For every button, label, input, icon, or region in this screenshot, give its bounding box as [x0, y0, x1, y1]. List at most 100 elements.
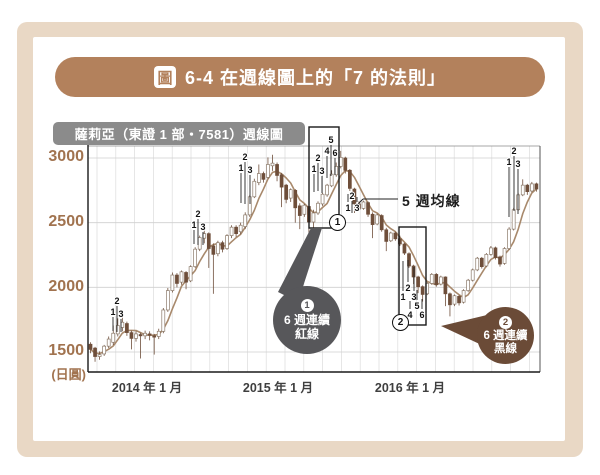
candle-down — [293, 189, 298, 209]
count-2014-end-digit: 1 — [238, 163, 243, 173]
candle-up — [461, 290, 466, 303]
candle-down — [284, 184, 288, 200]
count-2016-end-digit: 2 — [511, 146, 516, 156]
candle-up — [197, 237, 202, 250]
candle-down — [93, 347, 97, 357]
candle-down — [348, 169, 352, 189]
count-box2-digit: 2 — [405, 283, 410, 293]
callout2-tail — [441, 315, 487, 347]
candle-down — [234, 226, 238, 235]
count-2015-down-digit: 1 — [345, 203, 350, 213]
callout-red-streak: 1 6 週連續 紅線 — [273, 286, 341, 354]
candle-up — [338, 157, 343, 167]
candle-down — [184, 272, 188, 283]
candle-down — [416, 276, 420, 288]
chart-title-badge: 薩莉亞（東證 1 部・7581）週線圖 — [53, 122, 305, 145]
candle-up — [520, 184, 525, 196]
candle-up — [102, 345, 107, 355]
count-box1-digit: 3 — [319, 166, 324, 176]
candle-up — [466, 279, 470, 291]
candle-up — [475, 257, 480, 271]
candle-down — [493, 247, 498, 258]
candle-up — [511, 209, 516, 230]
candle-down — [88, 343, 93, 350]
candle-up — [529, 183, 534, 192]
callout1-tail — [278, 228, 322, 302]
count-box1-digit: 5 — [328, 135, 333, 145]
figure-icon: 圖 — [153, 66, 176, 88]
count-2014-end-digit: 2 — [242, 152, 247, 162]
callout1-line2: 紅線 — [294, 327, 319, 341]
callout2-number: 2 — [499, 315, 512, 329]
candle-up — [134, 333, 138, 339]
count-box1-digit: 6 — [332, 148, 337, 158]
candle-up — [502, 248, 507, 264]
candle-down — [402, 243, 407, 254]
candle-up — [161, 309, 166, 332]
count-box2-digit: 3 — [411, 292, 416, 302]
candle-down — [275, 164, 279, 176]
annotation-box-1 — [308, 126, 340, 229]
candle-down — [352, 188, 357, 205]
count-box2-digit: 5 — [414, 301, 419, 311]
candle-up — [452, 295, 457, 305]
candle-up — [166, 290, 170, 311]
count-2014-mid-digit: 2 — [195, 209, 200, 219]
candle-up — [97, 354, 102, 357]
candle-up — [489, 247, 493, 255]
candle-up — [243, 214, 248, 227]
candle-down — [211, 245, 216, 255]
count-box1-digit: 2 — [315, 153, 320, 163]
candle-up — [229, 226, 234, 236]
count-box2-digit: 4 — [407, 310, 412, 320]
count-2014-start-digit: 1 — [110, 307, 115, 317]
candle-up — [316, 202, 320, 214]
candle-up — [170, 274, 175, 291]
y-tick-1500: 1500 — [48, 342, 84, 359]
count-box2-digit: 6 — [419, 310, 424, 320]
ma-line-label: 5 週均線 — [402, 193, 461, 209]
candle-up — [470, 269, 475, 281]
candle-down — [534, 183, 539, 190]
candle-up — [111, 332, 116, 343]
candle-down — [525, 184, 530, 192]
candle-up — [325, 184, 329, 196]
candle-up — [225, 235, 229, 249]
candle-up — [329, 173, 334, 187]
count-box1-digit: 1 — [311, 164, 316, 174]
candle-down — [147, 333, 152, 336]
candle-up — [193, 248, 197, 267]
candle-down — [443, 276, 448, 295]
x-tick-2014: 2014 年 1 月 — [111, 381, 183, 395]
candle-up — [179, 271, 184, 283]
candle-up — [484, 254, 489, 267]
ma-pointer — [356, 198, 364, 206]
candle-down — [129, 332, 134, 339]
figure-panel — [33, 37, 565, 441]
candle-up — [288, 189, 293, 199]
annotation-box-2 — [398, 226, 427, 326]
x-tick-2015: 2015 年 1 月 — [242, 381, 314, 395]
y-tick-3000: 3000 — [48, 148, 84, 165]
y-tick-2000: 2000 — [48, 278, 84, 295]
count-2014-mid-digit: 3 — [200, 222, 205, 232]
candle-up — [361, 201, 366, 209]
count-2014-start-digit: 3 — [118, 309, 123, 319]
candle-down — [138, 334, 143, 337]
box1-circled-number: 1 — [329, 214, 346, 231]
count-box1-digit: 4 — [324, 146, 329, 156]
count-2016-end-digit: 3 — [515, 159, 520, 169]
figure-title-bar: 圖 6-4 在週線圖上的「7 的法則」 — [55, 57, 545, 97]
candle-down — [297, 205, 302, 216]
callout1-line1: 6 週連續 — [283, 313, 330, 327]
callout2-line2: 黑線 — [494, 342, 517, 355]
candle-down — [384, 229, 389, 242]
candle-down — [220, 242, 225, 250]
count-2016-end-digit: 1 — [506, 157, 511, 167]
y-tick-2500: 2500 — [48, 213, 84, 230]
box2-circled-number: 2 — [392, 314, 409, 331]
count-2014-mid-digit: 1 — [191, 220, 196, 230]
candle-down — [343, 157, 348, 171]
candle-up — [320, 193, 325, 205]
